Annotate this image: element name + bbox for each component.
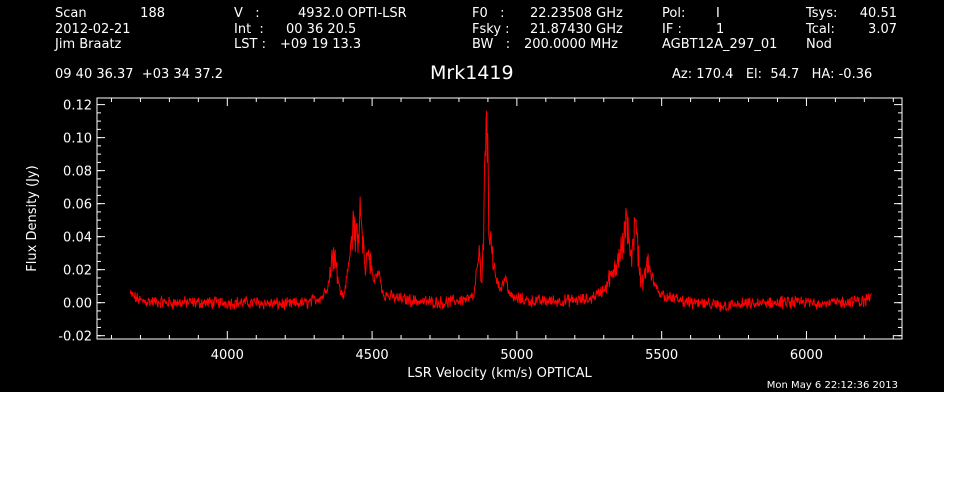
observing-mode: Nod: [806, 37, 832, 52]
observer-name: Jim Braatz: [55, 37, 122, 52]
if-value: 1: [716, 22, 725, 37]
tsys-value: 40.51: [859, 6, 897, 21]
x-tick-label: 6000: [790, 348, 823, 363]
spectrum-chart: 4000 4500 5000 5500 6000 -0.02 0.00 0.02 0.04 0.0…: [25, 97, 903, 381]
plot-panel: Scan 188 2012-02-21 Jim Braatz V : 4932.…: [0, 0, 944, 392]
scan-value: 188: [140, 6, 165, 21]
x-axis-label: LSR Velocity (km/s) OPTICAL: [407, 366, 592, 381]
integration-value: 00 36 20.5: [286, 22, 357, 37]
plot-frame: [96, 97, 903, 340]
chart-title: Mrk1419: [430, 62, 514, 84]
observation-date: 2012-02-21: [55, 22, 131, 37]
plot-timestamp: Mon May 6 22:12:36 2013: [766, 380, 898, 391]
f0-value: 22.23508 GHz: [530, 6, 623, 21]
fsky-label: Fsky :: [472, 22, 510, 37]
x-tick-label: 4000: [211, 348, 244, 363]
bandwidth-value: 200.0000 MHz: [524, 37, 618, 52]
y-tick-label: 0.00: [63, 297, 92, 312]
y-axis-label: Flux Density (Jy): [25, 165, 40, 271]
y-tick-label: 0.12: [63, 99, 92, 114]
velocity-value: 4932.0 OPTI-LSR: [298, 6, 407, 21]
y-tick-label: 0.06: [63, 198, 92, 213]
y-tick-label: 0.10: [63, 132, 92, 147]
y-tick-label: 0.04: [63, 231, 92, 246]
y-tick-label: 0.02: [63, 264, 92, 279]
tcal-value: 3.07: [868, 22, 897, 37]
tsys-label: Tsys:: [806, 6, 838, 21]
y-tick-label: -0.02: [58, 330, 92, 345]
az-el-ha: Az: 170.4 El: 54.7 HA: -0.36: [672, 67, 873, 82]
fsky-value: 21.87430 GHz: [530, 22, 623, 37]
project-id: AGBT12A_297_01: [662, 37, 778, 52]
tcal-label: Tcal:: [806, 22, 835, 37]
bandwidth-label: BW :: [472, 37, 511, 52]
pol-label: Pol:: [662, 6, 686, 21]
lst-label: LST :: [234, 37, 266, 52]
lst-value: +09 19 13.3: [280, 37, 362, 52]
x-tick-label: 4500: [356, 348, 389, 363]
y-tick-label: 0.08: [63, 165, 92, 180]
if-label: IF :: [662, 22, 682, 37]
pol-value: I: [716, 6, 720, 21]
x-tick-label: 5000: [500, 348, 533, 363]
spectrum-trace: [129, 110, 873, 312]
source-coordinates: 09 40 36.37 +03 34 37.2: [55, 67, 224, 82]
scan-label: Scan: [55, 6, 87, 21]
velocity-label: V :: [234, 6, 260, 21]
x-tick-label: 5500: [645, 348, 678, 363]
integration-label: Int :: [234, 22, 264, 37]
f0-label: F0 :: [472, 6, 505, 21]
